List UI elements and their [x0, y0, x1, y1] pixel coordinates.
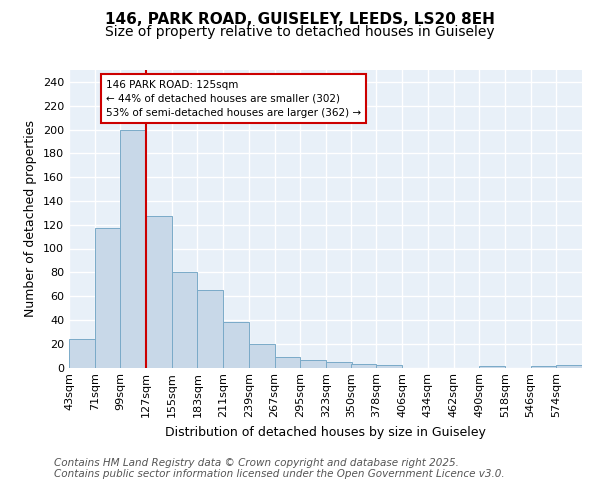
Bar	[197, 290, 223, 368]
Bar	[95, 228, 121, 368]
Bar	[556, 365, 582, 368]
Text: 146, PARK ROAD, GUISELEY, LEEDS, LS20 8EH: 146, PARK ROAD, GUISELEY, LEEDS, LS20 8E…	[105, 12, 495, 28]
Text: Size of property relative to detached houses in Guiseley: Size of property relative to detached ho…	[105, 25, 495, 39]
Bar	[376, 365, 402, 368]
Y-axis label: Number of detached properties: Number of detached properties	[25, 120, 37, 318]
Bar	[326, 362, 352, 368]
Bar	[530, 366, 556, 368]
Text: Contains HM Land Registry data © Crown copyright and database right 2025.
Contai: Contains HM Land Registry data © Crown c…	[54, 458, 505, 479]
Bar	[121, 130, 146, 368]
Bar	[249, 344, 275, 367]
Bar	[300, 360, 326, 368]
Bar	[69, 339, 95, 368]
Bar	[275, 357, 300, 368]
Bar	[172, 272, 197, 368]
Bar	[146, 216, 172, 368]
Bar	[351, 364, 376, 368]
Bar	[479, 366, 505, 368]
X-axis label: Distribution of detached houses by size in Guiseley: Distribution of detached houses by size …	[165, 426, 486, 438]
Text: 146 PARK ROAD: 125sqm
← 44% of detached houses are smaller (302)
53% of semi-det: 146 PARK ROAD: 125sqm ← 44% of detached …	[106, 80, 361, 118]
Bar	[223, 322, 249, 368]
